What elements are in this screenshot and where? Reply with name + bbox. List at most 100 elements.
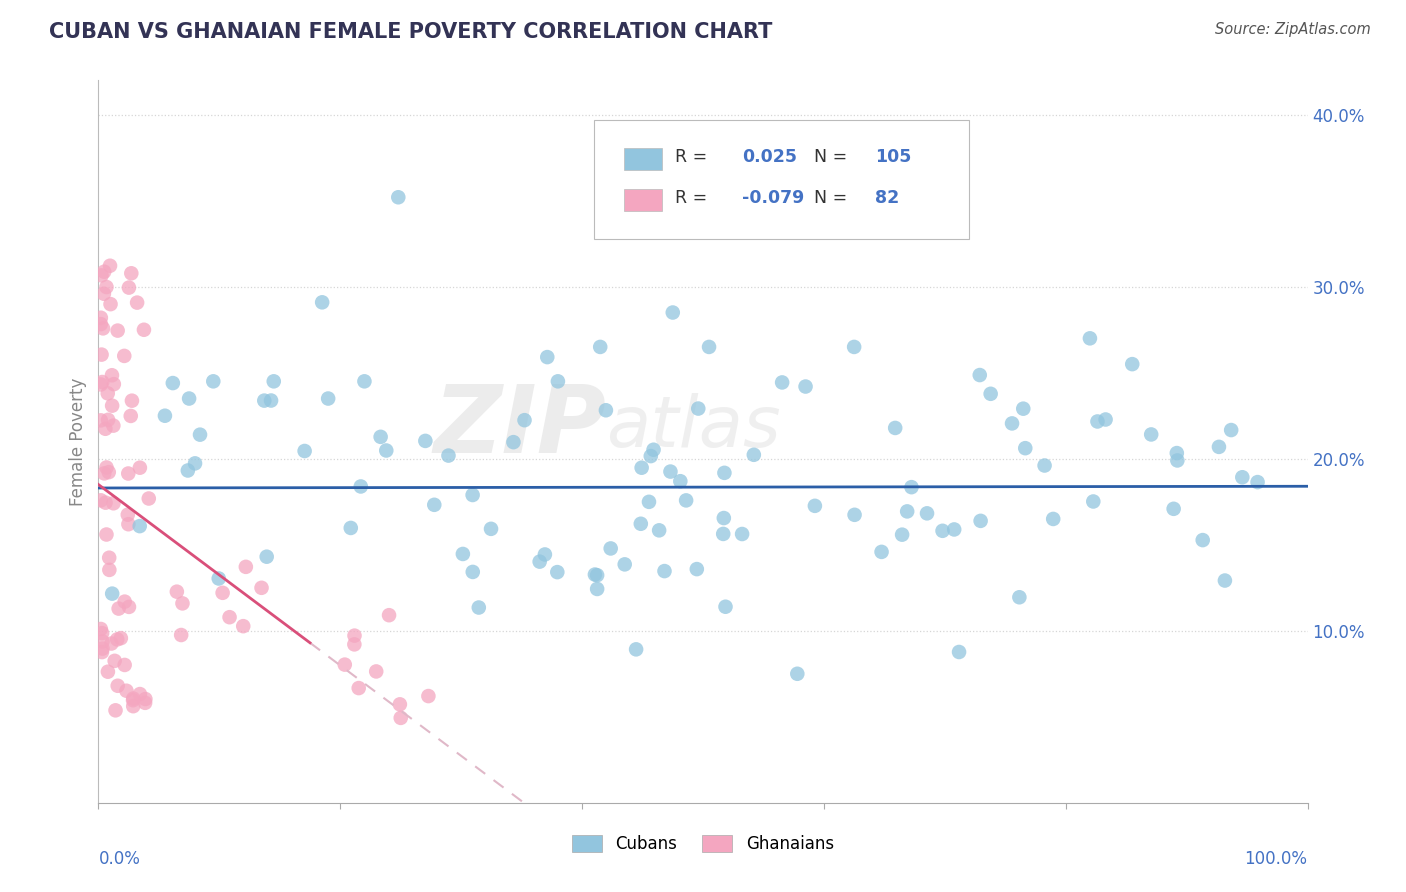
Point bbox=[599, 541, 621, 556]
Point bbox=[688, 401, 710, 416]
Point bbox=[347, 681, 370, 695]
Point bbox=[461, 488, 484, 502]
Point bbox=[370, 430, 392, 444]
Point bbox=[120, 409, 142, 423]
Point bbox=[884, 421, 907, 435]
Point bbox=[378, 608, 401, 623]
Point bbox=[595, 403, 617, 417]
Point bbox=[98, 259, 121, 273]
Point bbox=[870, 545, 893, 559]
Text: R =: R = bbox=[675, 189, 713, 207]
Point bbox=[900, 480, 922, 494]
Point bbox=[134, 692, 156, 706]
Point bbox=[263, 375, 285, 389]
Text: ZIP: ZIP bbox=[433, 381, 606, 473]
FancyBboxPatch shape bbox=[624, 189, 662, 211]
Point bbox=[661, 305, 683, 319]
Point bbox=[98, 563, 121, 577]
Point bbox=[1042, 512, 1064, 526]
Point bbox=[98, 550, 121, 565]
Point bbox=[121, 393, 143, 408]
Point bbox=[742, 448, 765, 462]
Point bbox=[731, 527, 754, 541]
Point bbox=[93, 467, 115, 481]
Point bbox=[1208, 440, 1230, 454]
Point bbox=[256, 549, 278, 564]
Point bbox=[91, 321, 114, 335]
Point bbox=[188, 427, 211, 442]
Point bbox=[1121, 357, 1143, 371]
Point bbox=[654, 564, 676, 578]
Point bbox=[915, 506, 938, 520]
Point bbox=[90, 348, 112, 362]
Point bbox=[1083, 494, 1105, 508]
Point bbox=[103, 496, 125, 510]
Point bbox=[122, 693, 145, 707]
Text: CUBAN VS GHANAIAN FEMALE POVERTY CORRELATION CHART: CUBAN VS GHANAIAN FEMALE POVERTY CORRELA… bbox=[49, 22, 772, 42]
Text: R =: R = bbox=[675, 148, 713, 166]
Point bbox=[1078, 331, 1101, 345]
Point bbox=[115, 683, 138, 698]
Point bbox=[844, 508, 866, 522]
Point bbox=[253, 393, 276, 408]
Point bbox=[794, 379, 817, 393]
Point bbox=[97, 665, 120, 679]
Point bbox=[97, 465, 120, 479]
Text: N =: N = bbox=[814, 148, 853, 166]
Point bbox=[90, 493, 112, 508]
Point bbox=[1094, 412, 1116, 426]
Point bbox=[128, 460, 150, 475]
Point bbox=[211, 586, 233, 600]
Point bbox=[586, 582, 609, 596]
Point bbox=[1012, 401, 1035, 416]
Point bbox=[112, 349, 135, 363]
Point bbox=[1087, 415, 1109, 429]
Point bbox=[128, 519, 150, 533]
Point bbox=[513, 413, 536, 427]
Point bbox=[643, 442, 665, 457]
Point bbox=[461, 565, 484, 579]
Point bbox=[94, 496, 117, 510]
Point bbox=[669, 474, 692, 488]
Point bbox=[659, 465, 682, 479]
Text: 82: 82 bbox=[875, 189, 898, 207]
Point bbox=[93, 265, 115, 279]
Point bbox=[1140, 427, 1163, 442]
Point bbox=[630, 460, 652, 475]
Point bbox=[117, 508, 139, 522]
Text: 0.025: 0.025 bbox=[742, 148, 797, 166]
Point bbox=[90, 413, 112, 427]
Point bbox=[218, 610, 240, 624]
Point bbox=[118, 599, 141, 614]
Point bbox=[134, 696, 156, 710]
Point bbox=[844, 340, 866, 354]
Point bbox=[589, 340, 612, 354]
Point bbox=[697, 340, 720, 354]
Point bbox=[100, 297, 122, 311]
Point bbox=[122, 691, 145, 706]
Point bbox=[232, 619, 254, 633]
Point bbox=[638, 495, 661, 509]
Point bbox=[101, 399, 124, 413]
Point bbox=[91, 626, 114, 640]
Point bbox=[586, 568, 609, 582]
Point bbox=[1163, 501, 1185, 516]
Point bbox=[166, 584, 188, 599]
Point bbox=[891, 527, 914, 541]
Point bbox=[388, 698, 411, 712]
Point bbox=[1191, 533, 1213, 547]
Point bbox=[547, 375, 569, 389]
Point bbox=[804, 499, 827, 513]
Point bbox=[90, 310, 112, 325]
Point bbox=[91, 634, 114, 648]
Point bbox=[437, 449, 460, 463]
Text: 100.0%: 100.0% bbox=[1244, 850, 1308, 868]
Point bbox=[96, 280, 118, 294]
Point bbox=[546, 565, 568, 579]
Text: 105: 105 bbox=[875, 148, 911, 166]
Point bbox=[162, 376, 184, 390]
Point bbox=[91, 641, 114, 656]
Point bbox=[415, 434, 437, 448]
Point bbox=[711, 527, 734, 541]
Point bbox=[339, 521, 361, 535]
